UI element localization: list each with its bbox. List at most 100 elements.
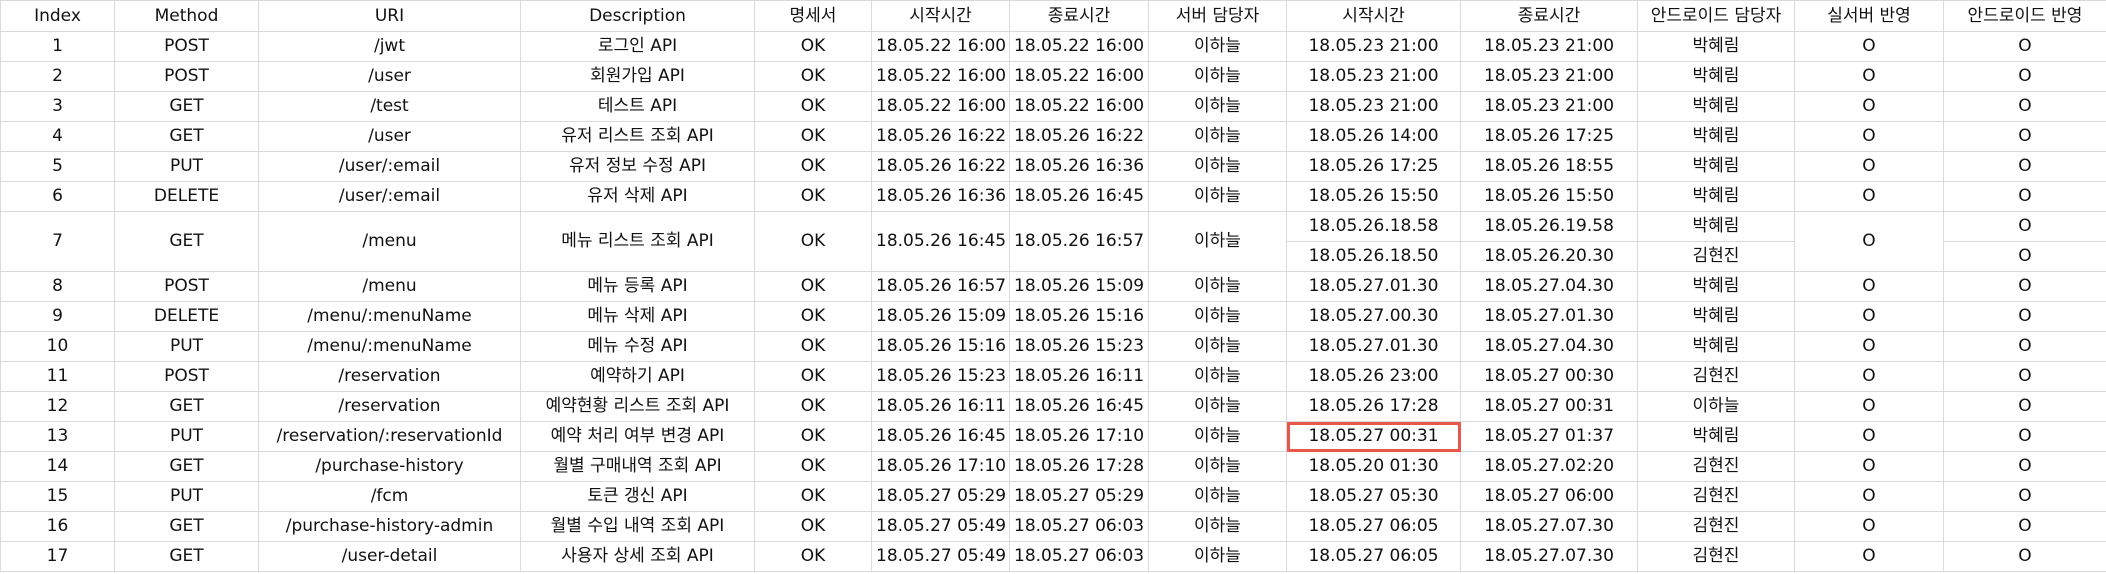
cell-android-start[interactable]: 18.05.26 23:00	[1286, 361, 1461, 392]
cell-server-start[interactable]: 18.05.22 16:00	[871, 31, 1010, 62]
cell-android-end[interactable]: 18.05.26.20.30	[1460, 241, 1638, 272]
cell-android-end[interactable]: 18.05.27 00:30	[1460, 361, 1638, 392]
cell-android-start[interactable]: 18.05.26 17:28	[1286, 391, 1461, 422]
cell-android-start[interactable]: 18.05.26.18.58	[1286, 211, 1461, 242]
cell-android-owner[interactable]: 박혜림	[1637, 121, 1795, 152]
cell-server-owner[interactable]: 이하늘	[1148, 181, 1287, 212]
cell-android-owner[interactable]: 김현진	[1637, 361, 1795, 392]
cell-method[interactable]: POST	[114, 31, 259, 62]
cell-server-start[interactable]: 18.05.26 16:36	[871, 181, 1010, 212]
cell-android-end[interactable]: 18.05.27.04.30	[1460, 331, 1638, 362]
cell-live-applied[interactable]: O	[1794, 271, 1944, 302]
cell-android-applied[interactable]: O	[1943, 541, 2106, 572]
cell-android-start[interactable]: 18.05.26 15:50	[1286, 181, 1461, 212]
cell-index[interactable]: 2	[0, 61, 115, 92]
cell-spec[interactable]: OK	[754, 121, 872, 152]
cell-description[interactable]: 유저 리스트 조회 API	[520, 121, 755, 152]
cell-index[interactable]: 8	[0, 271, 115, 302]
cell-server-owner[interactable]: 이하늘	[1148, 511, 1287, 542]
cell-server-end[interactable]: 18.05.22 16:00	[1009, 91, 1149, 122]
cell-uri[interactable]: /user/:email	[258, 181, 521, 212]
cell-server-start[interactable]: 18.05.26 15:16	[871, 331, 1010, 362]
cell-android-applied[interactable]: O	[1943, 301, 2106, 332]
cell-android-end[interactable]: 18.05.26 15:50	[1460, 181, 1638, 212]
cell-android-applied[interactable]: O	[1943, 61, 2106, 92]
cell-live-applied[interactable]: O	[1794, 421, 1944, 452]
cell-method[interactable]: PUT	[114, 151, 259, 182]
cell-uri[interactable]: /reservation	[258, 361, 521, 392]
header-index[interactable]: Index	[0, 0, 115, 32]
cell-android-owner[interactable]: 김현진	[1637, 511, 1795, 542]
header-android-end[interactable]: 종료시간	[1460, 0, 1638, 32]
cell-android-start[interactable]: 18.05.20 01:30	[1286, 451, 1461, 482]
cell-android-start-selected[interactable]: 18.05.27 00:31	[1286, 421, 1461, 452]
cell-spec[interactable]: OK	[754, 211, 872, 272]
header-android-applied[interactable]: 안드로이드 반영	[1943, 0, 2106, 32]
cell-android-owner[interactable]: 박혜림	[1637, 91, 1795, 122]
cell-live-applied[interactable]: O	[1794, 31, 1944, 62]
cell-server-end[interactable]: 18.05.26 16:45	[1009, 181, 1149, 212]
cell-uri[interactable]: /menu/:menuName	[258, 301, 521, 332]
cell-android-end[interactable]: 18.05.27 06:00	[1460, 481, 1638, 512]
cell-android-owner[interactable]: 박혜림	[1637, 211, 1795, 242]
cell-spec[interactable]: OK	[754, 61, 872, 92]
cell-spec[interactable]: OK	[754, 91, 872, 122]
cell-android-end[interactable]: 18.05.27.01.30	[1460, 301, 1638, 332]
cell-server-owner[interactable]: 이하늘	[1148, 151, 1287, 182]
cell-server-owner[interactable]: 이하늘	[1148, 271, 1287, 302]
cell-index[interactable]: 4	[0, 121, 115, 152]
cell-index[interactable]: 3	[0, 91, 115, 122]
cell-server-owner[interactable]: 이하늘	[1148, 61, 1287, 92]
cell-live-applied[interactable]: O	[1794, 361, 1944, 392]
header-live-applied[interactable]: 실서버 반영	[1794, 0, 1944, 32]
cell-description[interactable]: 예약하기 API	[520, 361, 755, 392]
cell-android-owner[interactable]: 박혜림	[1637, 271, 1795, 302]
cell-server-owner[interactable]: 이하늘	[1148, 301, 1287, 332]
cell-android-end[interactable]: 18.05.27.07.30	[1460, 541, 1638, 572]
cell-android-start[interactable]: 18.05.23 21:00	[1286, 91, 1461, 122]
cell-server-owner[interactable]: 이하늘	[1148, 31, 1287, 62]
cell-spec[interactable]: OK	[754, 481, 872, 512]
cell-live-applied[interactable]: O	[1794, 541, 1944, 572]
cell-spec[interactable]: OK	[754, 421, 872, 452]
cell-server-end[interactable]: 18.05.26 16:36	[1009, 151, 1149, 182]
cell-live-applied[interactable]: O	[1794, 391, 1944, 422]
cell-method[interactable]: GET	[114, 391, 259, 422]
cell-server-end[interactable]: 18.05.27 06:03	[1009, 541, 1149, 572]
header-uri[interactable]: URI	[258, 0, 521, 32]
cell-server-end[interactable]: 18.05.26 17:10	[1009, 421, 1149, 452]
cell-android-applied[interactable]: O	[1943, 331, 2106, 362]
cell-index[interactable]: 5	[0, 151, 115, 182]
cell-server-start[interactable]: 18.05.26 16:45	[871, 421, 1010, 452]
cell-server-owner[interactable]: 이하늘	[1148, 481, 1287, 512]
cell-uri[interactable]: /menu	[258, 211, 521, 272]
cell-server-end[interactable]: 18.05.26 15:16	[1009, 301, 1149, 332]
header-server-end[interactable]: 종료시간	[1009, 0, 1149, 32]
cell-description[interactable]: 월별 수입 내역 조회 API	[520, 511, 755, 542]
cell-method[interactable]: GET	[114, 211, 259, 272]
cell-android-start[interactable]: 18.05.27 05:30	[1286, 481, 1461, 512]
cell-android-end[interactable]: 18.05.27 01:37	[1460, 421, 1638, 452]
cell-description[interactable]: 예약현황 리스트 조회 API	[520, 391, 755, 422]
cell-server-start[interactable]: 18.05.26 17:10	[871, 451, 1010, 482]
header-server-owner[interactable]: 서버 담당자	[1148, 0, 1287, 32]
cell-server-owner[interactable]: 이하늘	[1148, 541, 1287, 572]
cell-description[interactable]: 메뉴 삭제 API	[520, 301, 755, 332]
cell-android-start[interactable]: 18.05.27.01.30	[1286, 271, 1461, 302]
cell-live-applied[interactable]: O	[1794, 481, 1944, 512]
cell-server-end[interactable]: 18.05.26 16:22	[1009, 121, 1149, 152]
cell-server-owner[interactable]: 이하늘	[1148, 421, 1287, 452]
cell-android-start[interactable]: 18.05.26.18.50	[1286, 241, 1461, 272]
cell-android-end[interactable]: 18.05.27.04.30	[1460, 271, 1638, 302]
cell-live-applied[interactable]: O	[1794, 451, 1944, 482]
cell-android-applied[interactable]: O	[1943, 241, 2106, 272]
cell-android-start[interactable]: 18.05.27.01.30	[1286, 331, 1461, 362]
cell-method[interactable]: GET	[114, 541, 259, 572]
cell-android-owner[interactable]: 김현진	[1637, 481, 1795, 512]
cell-server-start[interactable]: 18.05.26 16:22	[871, 151, 1010, 182]
cell-server-end[interactable]: 18.05.27 05:29	[1009, 481, 1149, 512]
cell-android-owner[interactable]: 김현진	[1637, 451, 1795, 482]
cell-index[interactable]: 9	[0, 301, 115, 332]
cell-uri[interactable]: /purchase-history-admin	[258, 511, 521, 542]
cell-live-applied[interactable]: O	[1794, 301, 1944, 332]
